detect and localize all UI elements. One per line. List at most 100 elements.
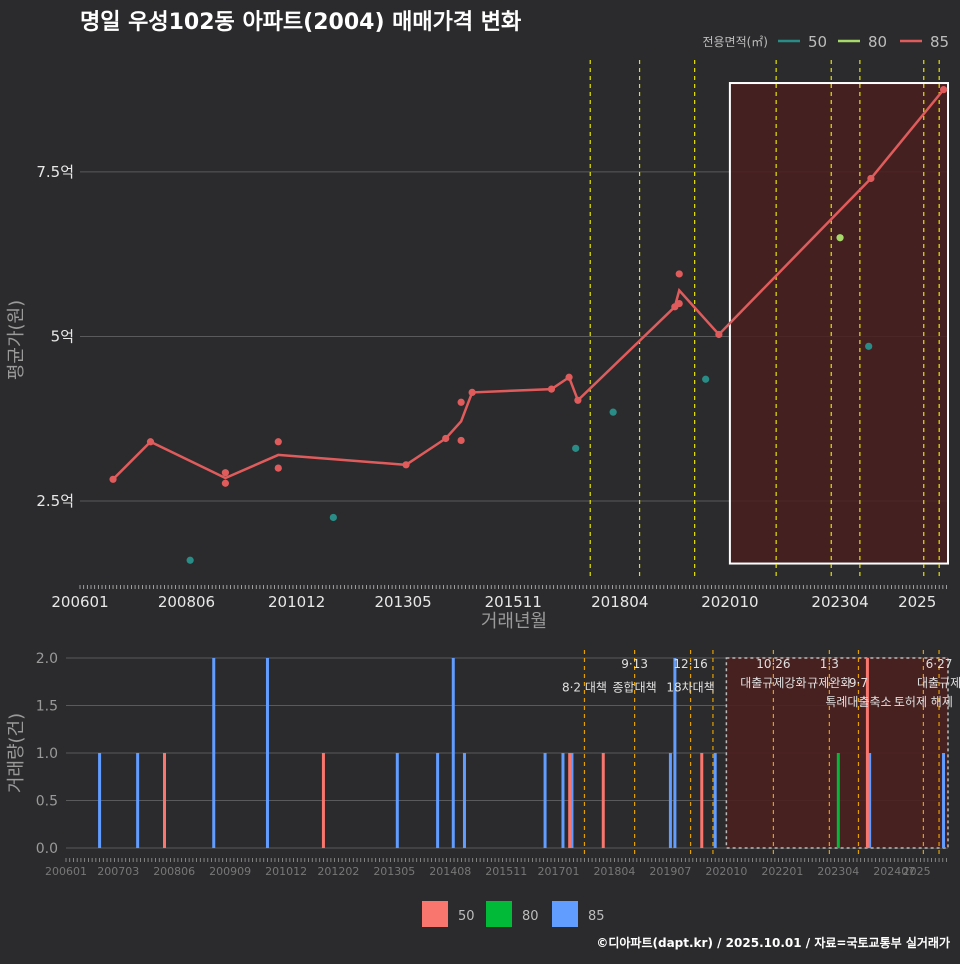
bar-85 (543, 753, 547, 848)
y-tick-label: 0.0 (36, 841, 58, 857)
policy-annotation: 6·27 (926, 657, 953, 671)
bar-85 (561, 753, 565, 848)
x-tick-label: 201804 (593, 865, 635, 878)
x-tick-label: 201202 (317, 865, 359, 878)
policy-annotation: 토허제 해제 (894, 695, 953, 709)
x-tick-label: 200601 (45, 865, 87, 878)
x-tick-label: 2025 (898, 593, 936, 611)
policy-annotation: 12·16 (673, 657, 707, 671)
data-point-85 (468, 388, 476, 397)
x-tick-label: 201907 (649, 865, 691, 878)
policy-annotation: 8·2 대책 (562, 680, 607, 695)
data-point-85 (574, 396, 582, 404)
y-axis-label: 평균가(원) (6, 300, 27, 380)
legend-label-80: 80 (522, 909, 539, 924)
data-point-85 (867, 174, 875, 183)
x-tick-label: 201511 (485, 593, 542, 611)
bar-85 (395, 753, 399, 848)
x-tick-label: 202304 (811, 593, 868, 611)
credit-text: ©디아파트(dapt.kr) / 2025.10.01 / 자료=국토교통부 실… (596, 936, 950, 950)
data-point-50 (186, 556, 194, 564)
x-tick-label: 200703 (97, 865, 139, 878)
y-tick-label: 2.5억 (36, 492, 74, 510)
legend-key-50 (422, 901, 448, 927)
legend-label-50: 50 (808, 33, 827, 51)
data-point-85 (274, 464, 282, 472)
bar-80 (836, 753, 840, 848)
data-point-85 (146, 438, 155, 446)
data-point-85 (109, 475, 117, 483)
x-tick-label: 201305 (374, 593, 431, 611)
y-axis-label: 거래량(건) (6, 713, 27, 793)
data-point-50 (865, 342, 873, 350)
bar-50 (568, 753, 572, 848)
data-point-85 (274, 438, 282, 446)
chart-title: 명일 우성102동 아파트(2004) 매매가격 변화 (80, 10, 522, 35)
data-point-85 (547, 385, 556, 393)
bar-85 (570, 753, 574, 848)
x-tick-label: 202304 (817, 865, 859, 878)
bar-85 (713, 753, 717, 848)
data-point-85 (457, 398, 465, 406)
policy-annotation: 규제완화 (807, 676, 851, 690)
bar-85 (668, 753, 672, 848)
y-tick-label: 0.5 (36, 794, 58, 810)
data-point-85 (715, 330, 723, 339)
x-tick-label: 202010 (701, 593, 758, 611)
bar-85 (265, 658, 269, 848)
x-tick-label: 201012 (265, 865, 307, 878)
x-tick-label: 201012 (268, 593, 325, 611)
y-tick-label: 1.0 (36, 746, 58, 762)
x-tick-label: 201511 (485, 865, 527, 878)
data-point-80 (836, 234, 844, 242)
x-tick-label: 202010 (705, 865, 747, 878)
x-tick-label: 202201 (761, 865, 803, 878)
data-point-85 (939, 86, 948, 94)
policy-annotation: 1·3 (820, 657, 839, 671)
bar-50 (321, 753, 325, 848)
bar-50 (865, 658, 869, 848)
legend-title: 전용면적(㎡) (702, 35, 768, 49)
x-axis-label: 거래년월 (481, 611, 547, 632)
policy-annotation: 특례대출축소 (825, 695, 891, 709)
x-tick-label: 201701 (537, 865, 579, 878)
bar-85 (673, 658, 677, 848)
data-point-85 (402, 461, 410, 469)
y-tick-label: 7.5억 (36, 163, 74, 181)
data-point-85 (565, 373, 573, 381)
data-point-50 (329, 513, 337, 522)
legend-label-85: 85 (588, 909, 605, 924)
y-tick-label: 1.5 (36, 699, 58, 715)
x-tick-label: 201804 (591, 593, 648, 611)
legend-key-80 (486, 901, 512, 927)
policy-annotation: 9·13 (621, 657, 648, 671)
bar-85 (98, 753, 102, 848)
bar-85 (136, 753, 140, 848)
x-tick-label: 200909 (209, 865, 251, 878)
policy-annotation: 9·7 (849, 676, 868, 690)
data-point-85 (221, 479, 230, 487)
y-tick-label: 5억 (51, 327, 74, 345)
bar-85 (942, 753, 946, 848)
x-tick-label: 201305 (373, 865, 415, 878)
policy-annotation: 종합대책 (613, 680, 657, 695)
bar-85 (212, 658, 216, 848)
bar-85 (868, 753, 872, 848)
policy-annotation: 10·26 (756, 657, 790, 671)
series-line-85 (112, 88, 945, 481)
bar-50 (601, 753, 605, 848)
legend-label-85: 85 (930, 33, 949, 51)
bar-85 (451, 658, 455, 848)
policy-annotation: 대출규제 (917, 676, 960, 690)
data-point-50 (609, 408, 617, 416)
y-tick-label: 2.0 (36, 651, 58, 667)
data-point-85 (457, 436, 465, 445)
bar-85 (462, 753, 466, 848)
legend-key-85 (552, 901, 578, 927)
policy-annotation: 대출규제강화 (740, 676, 806, 690)
policy-annotation: 18차대책 (666, 680, 714, 695)
x-tick-label: 200806 (153, 865, 195, 878)
bar-50 (162, 753, 166, 848)
legend-label-50: 50 (458, 909, 475, 924)
